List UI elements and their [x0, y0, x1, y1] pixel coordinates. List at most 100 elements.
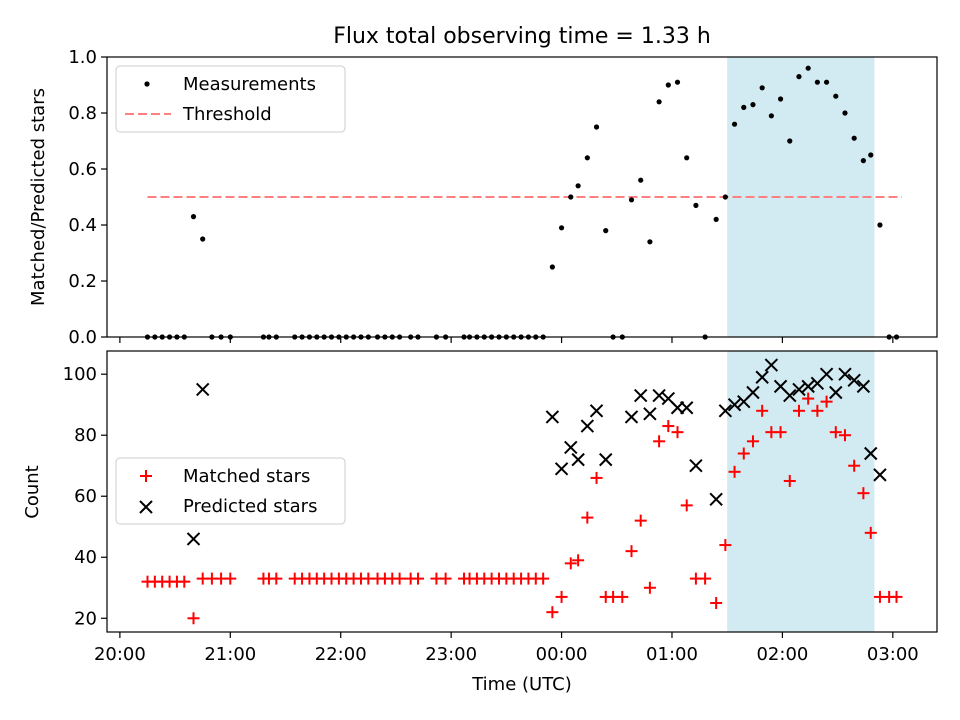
predicted-star-stroke-b	[727, 397, 742, 412]
measurement-point	[860, 158, 866, 164]
predicted-star-point	[856, 379, 871, 394]
bottom-y-tick-label: 40	[74, 547, 97, 568]
measurement-point	[593, 124, 600, 130]
measurement-point	[558, 225, 565, 231]
matched-star-point	[829, 426, 842, 439]
matched-star-point	[555, 590, 568, 603]
measurement-point	[750, 102, 756, 108]
x-tick-label: 20:00	[94, 644, 146, 665]
predicted-star-point	[589, 404, 604, 418]
bottom-y-tick-label: 80	[74, 425, 97, 446]
bottom-y-tick-label: 100	[63, 364, 97, 385]
predicted-star-point	[580, 419, 595, 433]
predicted-star-stroke-b	[186, 532, 201, 546]
predicted-star-point	[864, 446, 878, 461]
measurement-point	[665, 82, 671, 88]
measurement-point	[842, 110, 848, 116]
top-y-axis-label: Matched/Predicted stars	[28, 88, 49, 306]
predicted-star-stroke-b	[554, 462, 569, 476]
predicted-star-point	[643, 407, 657, 421]
predicted-star-point	[755, 370, 769, 384]
predicted-star-point	[652, 388, 666, 403]
matched-star-point	[820, 395, 833, 408]
predicted-star-stroke-b	[195, 382, 210, 397]
measurement-point	[647, 239, 653, 245]
top-legend-box	[115, 65, 346, 133]
predicted-star-point	[783, 388, 797, 403]
predicted-star-point	[571, 452, 585, 467]
matched-star-point	[564, 557, 577, 570]
measurement-point	[549, 264, 555, 270]
matched-star-point	[857, 487, 870, 500]
matched-star-point	[270, 572, 283, 585]
bottom-y-axis: 20 40 60 80 100	[63, 364, 107, 629]
legend-matched-label: Matched stars	[183, 466, 310, 487]
predicted-star-stroke-b	[819, 367, 834, 381]
measurement-point	[628, 197, 635, 203]
matched-star-point	[537, 572, 550, 585]
predicted-star-stroke-b	[580, 419, 595, 433]
predicted-star-point	[847, 373, 861, 387]
measurement-point	[575, 183, 581, 189]
x-tick-label: 21:00	[204, 644, 256, 665]
measurement-point	[684, 155, 690, 161]
measurement-point	[722, 194, 728, 200]
predicted-star-point	[709, 492, 723, 506]
matched-star-point	[792, 404, 805, 417]
legend-measurements-marker	[144, 81, 150, 87]
predicted-star-point	[727, 397, 742, 412]
top-x-ticks	[119, 337, 894, 343]
matched-star-point	[802, 392, 815, 405]
measurement-point	[759, 85, 765, 91]
predicted-star-stroke-b	[571, 452, 585, 467]
x-tick-label: 22:00	[315, 644, 367, 665]
matched-star-point	[625, 545, 638, 558]
predicted-star-stroke-b	[864, 446, 878, 461]
predicted-star-point	[564, 440, 578, 455]
predicted-star-point	[186, 532, 201, 546]
x-tick-label: 01:00	[646, 644, 698, 665]
measurement-point	[656, 99, 662, 105]
bottom-plot-frame	[106, 350, 938, 633]
matched-star-point	[864, 526, 877, 539]
predicted-star-point	[819, 367, 834, 381]
legend-threshold-label: Threshold	[182, 104, 272, 125]
legend-matched-marker	[140, 470, 152, 482]
matched-star-point	[581, 511, 594, 524]
predicted-star-point	[792, 382, 806, 397]
top-y-tick-label: 0.2	[68, 271, 97, 292]
predicted-star-stroke-b	[652, 388, 666, 403]
predicted-star-stroke-b	[599, 452, 613, 467]
predicted-star-stroke-b	[755, 370, 769, 384]
measurement-point	[731, 121, 738, 127]
matched-star-point	[224, 572, 237, 585]
top-y-tick-label: 0.6	[68, 159, 97, 180]
bottom-legend: Matched stars Predicted stars	[115, 457, 346, 525]
x-tick-label: 02:00	[756, 644, 808, 665]
matched-star-point	[811, 404, 824, 417]
measurement-point	[823, 79, 830, 85]
measurement-point	[584, 155, 590, 161]
predicted-star-point	[838, 367, 852, 381]
bottom-y-tick-label: 60	[74, 486, 97, 507]
matched-star-point	[546, 606, 559, 619]
predicted-star-stroke-b	[545, 410, 560, 424]
measurement-point	[741, 104, 747, 110]
predicted-star-point	[801, 379, 815, 394]
predicted-star-point	[624, 410, 639, 424]
predicted-star-stroke-b	[773, 379, 788, 394]
predicted-star-stroke-b	[764, 358, 779, 372]
predicted-star-point	[554, 462, 569, 476]
top-y-tick-label: 1.0	[68, 47, 97, 68]
matched-star-point	[653, 435, 666, 448]
x-axis-label: Time (UTC)	[471, 674, 572, 695]
top-y-tick-label: 0.8	[68, 103, 97, 124]
bottom-y-axis-label: Count	[22, 465, 43, 518]
bottom-x-axis: 20:00 21:00 22:00 23:00 00:00 01:00 02:00 03:00	[94, 632, 919, 665]
matched-star-point	[643, 581, 656, 594]
figure-title: Flux total observing time = 1.33 h	[333, 24, 711, 49]
legend-predicted-label: Predicted stars	[183, 496, 317, 517]
matched-star-point	[737, 447, 750, 460]
measurement-point	[603, 228, 609, 234]
